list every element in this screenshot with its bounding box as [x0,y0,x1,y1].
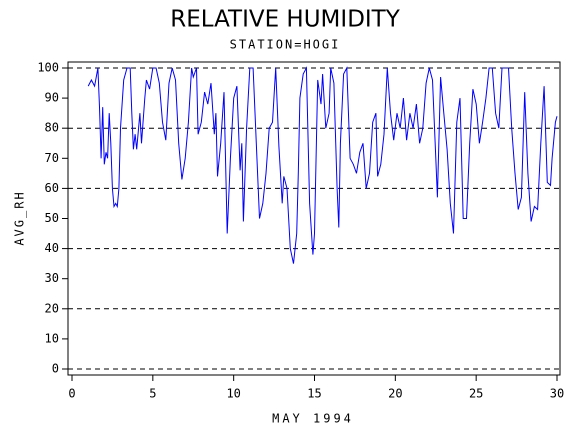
x-tick-label: 15 [307,387,321,401]
x-axis-label: MAY 1994 [272,412,354,426]
x-tick-label: 10 [226,387,240,401]
y-tick-label: 100 [37,61,59,75]
y-tick-label: 0 [52,362,59,376]
chart-title: RELATIVE HUMIDITY [170,7,401,33]
y-tick-label: 20 [45,301,59,315]
x-tick-label: 20 [388,387,402,401]
x-tick-label: 25 [469,387,483,401]
x-tick-label: 0 [68,387,75,401]
chart-subtitle: STATION=HOGI [230,38,341,52]
y-tick-label: 90 [45,91,59,105]
plot-frame [67,61,561,376]
y-tick-label: 40 [45,241,59,255]
x-tick-label: 5 [149,387,156,401]
y-tick-label: 50 [45,211,59,225]
x-tick-label: 30 [550,387,564,401]
y-tick-label: 80 [45,121,59,135]
y-tick-label: 70 [45,151,59,165]
y-tick-label: 30 [45,271,59,285]
y-tick-label: 60 [45,181,59,195]
y-axis-label: AVG_RH [13,190,27,245]
data-line [87,66,558,264]
y-tick-label: 10 [45,331,59,345]
